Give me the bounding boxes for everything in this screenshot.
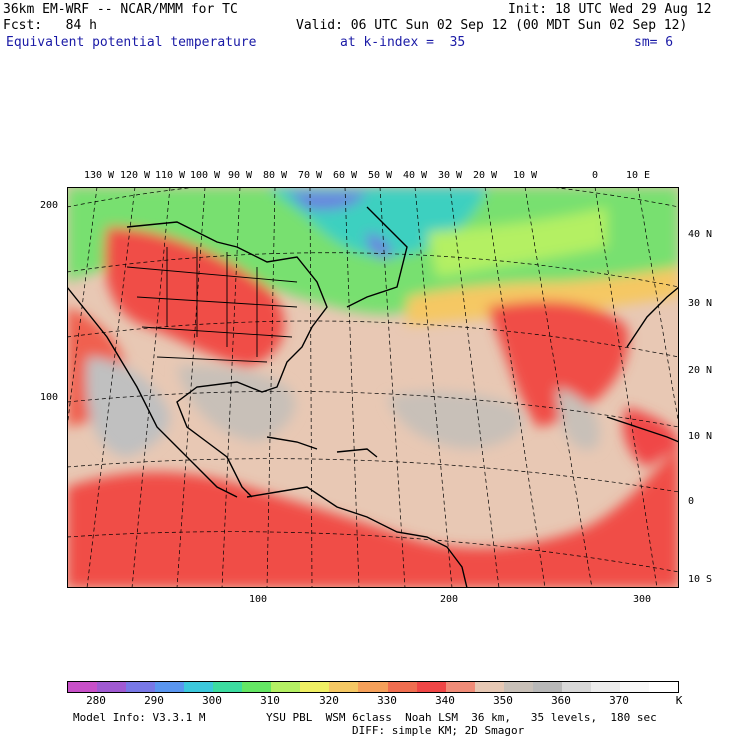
grid-x-label: 100 bbox=[248, 594, 268, 605]
hot-airmass bbox=[104, 227, 285, 367]
colorbar-swatch bbox=[213, 682, 243, 692]
colorbar-swatch bbox=[445, 682, 475, 692]
lon-label: 120 W bbox=[119, 170, 151, 181]
colorbar-swatch bbox=[619, 682, 649, 692]
colorbar-tick: 360 bbox=[551, 694, 571, 707]
lat-label: 10 S bbox=[688, 574, 713, 585]
colorbar bbox=[67, 681, 679, 693]
colorbar-swatch bbox=[68, 682, 98, 692]
colorbar-swatch bbox=[474, 682, 504, 692]
colorbar-tick: 300 bbox=[202, 694, 222, 707]
lat-label: 0 bbox=[688, 496, 695, 507]
colorbar-labels: 280 290 300 310 320 330 340 350 360 370 … bbox=[67, 694, 687, 708]
colorbar-swatch bbox=[358, 682, 388, 692]
lon-label: 60 W bbox=[332, 170, 358, 181]
lat-label: 30 N bbox=[688, 298, 713, 309]
model-title: 36km EM-WRF -- NCAR/MMM for TC bbox=[3, 2, 238, 17]
lon-label: 20 W bbox=[472, 170, 498, 181]
lon-label: 110 W bbox=[154, 170, 186, 181]
lon-label: 70 W bbox=[297, 170, 323, 181]
colorbar-swatch bbox=[503, 682, 533, 692]
colorbar-unit: K bbox=[675, 694, 683, 707]
colorbar-tick: 290 bbox=[144, 694, 164, 707]
political-borders bbox=[126, 247, 298, 363]
field-name: Equivalent potential temperature bbox=[6, 35, 257, 50]
coldest-core bbox=[287, 192, 367, 210]
lat-label: 20 N bbox=[688, 365, 713, 376]
coldest-core bbox=[366, 232, 391, 259]
coastlines bbox=[67, 206, 679, 588]
diffusion-info: DIFF: simple KM; 2D Smagor bbox=[352, 724, 525, 737]
colorbar-swatch bbox=[532, 682, 562, 692]
lat-label: 10 N bbox=[688, 431, 713, 442]
smoothing-label: sm= 6 bbox=[634, 35, 674, 50]
hot-airmass bbox=[67, 447, 679, 588]
colorbar-tick: 370 bbox=[609, 694, 629, 707]
colorbar-swatch bbox=[242, 682, 272, 692]
colorbar-tick: 310 bbox=[260, 694, 280, 707]
dry-air bbox=[557, 387, 600, 450]
hot-airmass bbox=[623, 407, 679, 467]
colorbar-swatch bbox=[126, 682, 156, 692]
grid-x-label: 200 bbox=[439, 594, 459, 605]
forecast-hour: Fcst: 84 h bbox=[3, 18, 97, 33]
colorbar-swatch bbox=[97, 682, 127, 692]
lon-label: 100 W bbox=[189, 170, 221, 181]
colorbar-swatch bbox=[155, 682, 185, 692]
colorbar-swatch bbox=[590, 682, 620, 692]
shaded-field bbox=[67, 187, 679, 588]
lon-label: 90 W bbox=[227, 170, 253, 181]
colorbar-tick: 280 bbox=[86, 694, 106, 707]
physics-info: YSU PBL WSM 6class Noah LSM 36 km, 35 le… bbox=[266, 711, 657, 724]
valid-time: Valid: 06 UTC Sun 02 Sep 12 (00 MDT Sun … bbox=[296, 18, 688, 33]
lon-label: 0 bbox=[591, 170, 599, 181]
grid-y-label: 200 bbox=[40, 200, 59, 211]
init-time: Init: 18 UTC Wed 29 Aug 12 bbox=[508, 2, 712, 17]
lon-label: 10 W bbox=[512, 170, 538, 181]
lon-label: 30 W bbox=[437, 170, 463, 181]
lon-label: 10 E bbox=[625, 170, 651, 181]
colorbar-tick: 340 bbox=[435, 694, 455, 707]
colorbar-swatch bbox=[648, 682, 678, 692]
dry-air bbox=[86, 357, 170, 457]
colorbar-swatch bbox=[271, 682, 301, 692]
grid-x-label: 300 bbox=[632, 594, 652, 605]
dry-air bbox=[387, 391, 524, 449]
model-info: Model Info: V3.3.1 M bbox=[73, 711, 206, 724]
colorbar-tick: 330 bbox=[377, 694, 397, 707]
grid-y-label: 100 bbox=[40, 392, 59, 403]
colorbar-swatch bbox=[561, 682, 591, 692]
warm-front bbox=[427, 207, 607, 277]
colorbar-tick: 350 bbox=[493, 694, 513, 707]
latlon-grid bbox=[67, 187, 679, 588]
lon-label: 80 W bbox=[262, 170, 288, 181]
lon-label: 40 W bbox=[402, 170, 428, 181]
lon-label: 130 W bbox=[83, 170, 115, 181]
colorbar-tick: 320 bbox=[319, 694, 339, 707]
colorbar-swatch bbox=[184, 682, 214, 692]
level-label: at k-index = 35 bbox=[340, 35, 466, 50]
theta-e-map bbox=[67, 187, 679, 588]
dry-air bbox=[177, 365, 296, 442]
lat-label: 40 N bbox=[688, 229, 713, 240]
colorbar-swatch bbox=[387, 682, 417, 692]
lon-label: 50 W bbox=[367, 170, 393, 181]
colorbar-swatch bbox=[416, 682, 446, 692]
colorbar-swatch bbox=[300, 682, 330, 692]
warm-front bbox=[407, 267, 679, 325]
colorbar-swatch bbox=[329, 682, 359, 692]
